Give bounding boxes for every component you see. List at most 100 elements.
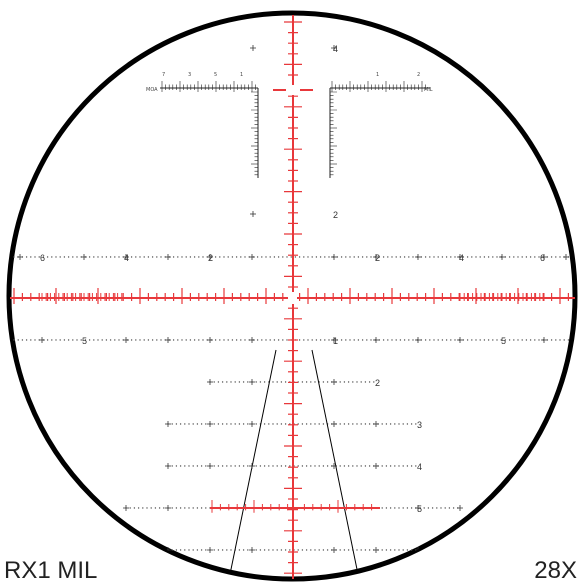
holdover-dot	[294, 256, 297, 258]
holdover-dot	[238, 465, 241, 467]
holdover-dot	[310, 381, 312, 383]
holdover-dot	[156, 339, 158, 341]
holdover-dot	[289, 465, 291, 467]
holdover-dot	[114, 256, 116, 258]
holdover-dot	[555, 256, 557, 258]
holdover-dot	[284, 381, 287, 383]
holdover-dot	[420, 256, 423, 258]
holdover-dot	[370, 256, 372, 258]
holdover-dot	[297, 549, 299, 551]
lower-label-3: 3	[417, 420, 422, 430]
hold-label-6: 6	[540, 253, 545, 263]
holdover-dot	[356, 549, 358, 551]
holdover-dot	[336, 256, 339, 258]
holdover-dot	[160, 339, 162, 341]
holdover-dot	[368, 549, 371, 551]
holdover-dot	[150, 507, 152, 509]
holdover-dot	[255, 381, 257, 383]
holdover-dot	[221, 423, 224, 425]
holdover-dot	[343, 549, 346, 551]
holdover-dot	[340, 339, 343, 341]
holdover-dot	[385, 465, 388, 467]
holdover-dot	[196, 507, 199, 509]
holdover-dot	[347, 549, 350, 551]
holdover-dot	[521, 339, 523, 341]
holdover-dot	[347, 423, 350, 425]
holdover-dot	[450, 339, 452, 341]
holdover-dot	[25, 339, 28, 341]
holdover-dot	[423, 507, 425, 509]
holdover-dot	[247, 465, 249, 467]
holdover-dot	[314, 381, 316, 383]
holdover-dot	[487, 256, 490, 258]
holdover-dot	[452, 507, 455, 509]
holdover-dot	[97, 339, 99, 341]
hold-label-4: 2	[375, 253, 380, 263]
holdover-dot	[272, 549, 274, 551]
holdover-dot	[303, 339, 305, 341]
holdover-dot	[410, 507, 413, 509]
holdover-dot	[353, 256, 355, 258]
holdover-dot	[378, 339, 381, 341]
holdover-dot	[546, 256, 549, 258]
holdover-dot	[431, 549, 434, 551]
holdover-dot	[179, 465, 182, 467]
holdover-dot	[289, 549, 291, 551]
holdover-dot	[352, 465, 354, 467]
holdover-dot	[310, 465, 312, 467]
holdover-dot	[406, 549, 409, 551]
holdover-dot	[179, 423, 182, 425]
holdover-dot	[496, 339, 498, 341]
holdover-dot	[198, 339, 200, 341]
holdover-dot	[385, 423, 388, 425]
holdover-dot	[423, 549, 425, 551]
holdover-dot	[319, 339, 322, 341]
holdover-dot	[42, 256, 45, 258]
holdover-dot	[200, 507, 203, 509]
holdover-dot	[391, 339, 393, 341]
holdover-dot	[154, 507, 157, 509]
holdover-dot	[437, 256, 439, 258]
holdover-dot	[412, 256, 414, 258]
holdover-dot	[101, 339, 103, 341]
holdover-dot	[38, 256, 40, 258]
holdover-dot	[322, 465, 325, 467]
holdover-dot	[339, 423, 341, 425]
holdover-dot	[378, 256, 381, 258]
holdover-dot	[244, 339, 246, 341]
holdover-dot	[440, 507, 442, 509]
holdover-dot	[219, 339, 221, 341]
holdover-dot	[198, 256, 200, 258]
holdover-dot	[205, 465, 207, 467]
holdover-dot	[356, 381, 358, 383]
holdover-dot	[268, 465, 270, 467]
holdover-dot	[441, 256, 444, 258]
holdover-dot	[265, 339, 267, 341]
holdover-dot	[255, 423, 257, 425]
holdover-dot	[462, 339, 465, 341]
holdover-dot	[385, 549, 388, 551]
holdover-dot	[259, 465, 262, 467]
holdover-dot	[105, 339, 108, 341]
holdover-dot	[297, 465, 299, 467]
holdover-dot	[101, 256, 103, 258]
holdover-dot	[146, 507, 148, 509]
holdover-dot	[214, 256, 217, 258]
horizontal-ticks	[13, 288, 570, 304]
holdover-dot	[364, 465, 367, 467]
holdover-dot	[395, 339, 397, 341]
holdover-dot	[179, 507, 182, 509]
holdover-dot	[217, 423, 220, 425]
holdover-dot	[387, 339, 389, 341]
drop-line-right	[311, 349, 361, 579]
holdover-dot	[13, 339, 15, 341]
holdover-dot	[394, 465, 396, 467]
holdover-dot	[370, 339, 372, 341]
holdover-dot	[109, 256, 112, 258]
holdover-dot	[382, 339, 385, 341]
holdover-dot	[200, 423, 203, 425]
holdover-dot	[448, 549, 451, 551]
holdover-dot	[466, 339, 469, 341]
holdover-dot	[196, 423, 199, 425]
holdover-dot	[55, 256, 57, 258]
